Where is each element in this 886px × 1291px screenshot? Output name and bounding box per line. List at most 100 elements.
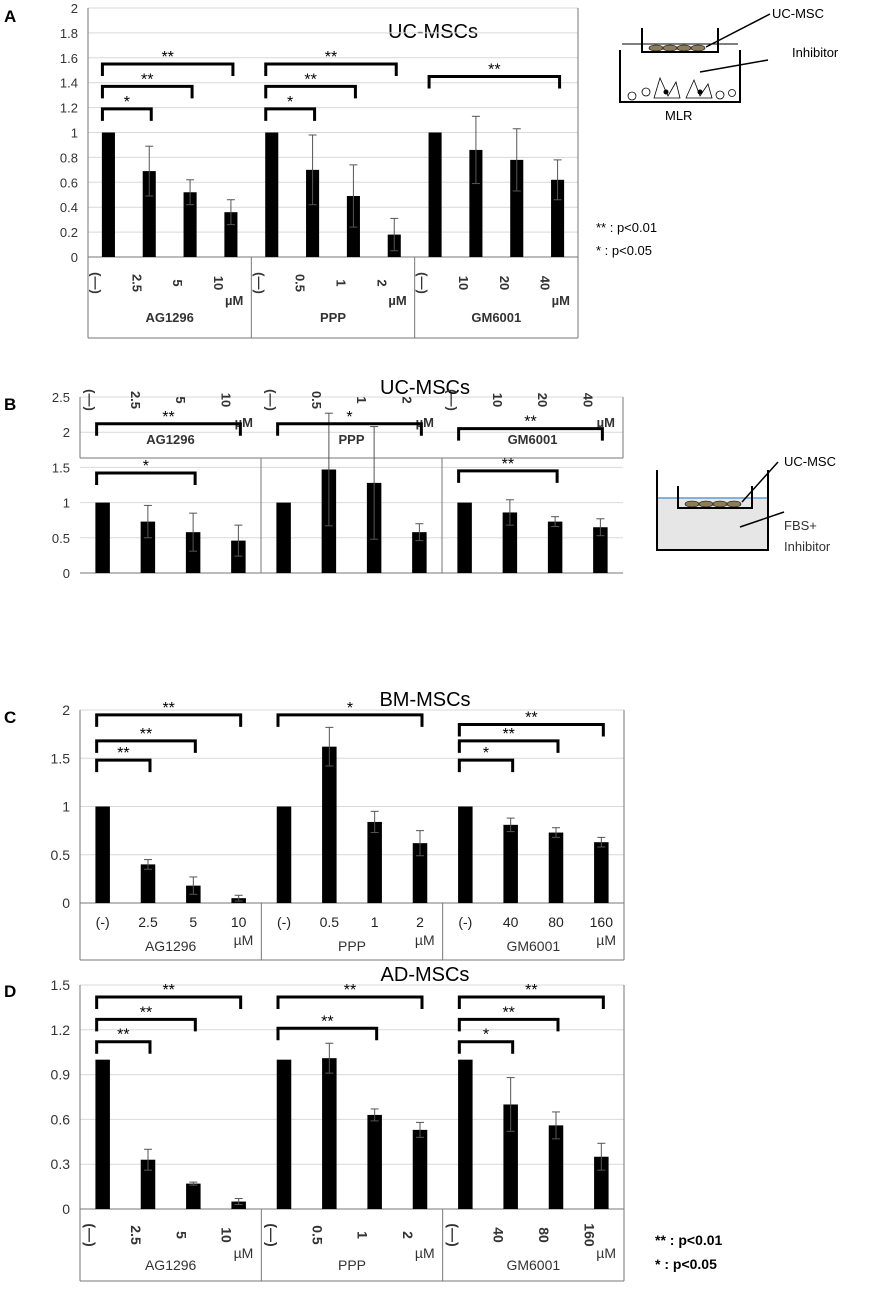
y-tick-label: 1: [71, 126, 78, 141]
y-tick-label: 2.5: [52, 390, 70, 405]
y-tick-label: 0.6: [60, 175, 78, 190]
x-tick-label: 10: [218, 393, 233, 407]
significance-marker: **: [502, 726, 514, 743]
bar: [276, 502, 291, 573]
diagram-label-inhibitor: Inhibitor: [792, 45, 839, 60]
x-tick-label: 1: [354, 396, 369, 403]
significance-bracket: [95, 471, 197, 486]
bar: [469, 149, 483, 257]
bar: [95, 806, 110, 903]
y-tick-label: 0.8: [60, 150, 78, 165]
significance-marker: **: [304, 71, 316, 88]
bar: [231, 1201, 246, 1209]
x-tick-label: (-): [96, 914, 110, 930]
significance-marker: **: [525, 982, 537, 999]
y-tick-label: 1.2: [60, 101, 78, 116]
bar: [367, 821, 382, 903]
bar: [322, 746, 337, 903]
x-tick-label: 2.5: [129, 274, 144, 292]
bar: [95, 1059, 110, 1209]
significance-marker: *: [483, 745, 489, 762]
x-tick-label: 40: [580, 393, 595, 407]
x-tick-label: 2: [399, 396, 414, 403]
outer-well: [619, 50, 741, 103]
msc-cell-icon: [712, 500, 728, 508]
significance-bracket: [276, 713, 424, 727]
msc-cell-icon: [690, 44, 706, 52]
bar: [412, 532, 427, 573]
significance-bracket: [264, 62, 398, 77]
chart-panel-d: D AD-MSCs 0 0.3 0.6 0.9 1.2 1.5 (—) 2.5 5 10 (—) 0.5 1…: [4, 964, 625, 1282]
y-tick-label: 1: [63, 496, 70, 511]
significance-marker: **: [161, 49, 173, 66]
bar: [551, 179, 565, 257]
chart-panel-a: A UC-MSCs 0 0.2 0.4 0.6 0.8 1 1.2 1.4 1.6 1.8 2 (—) 2.…: [4, 1, 579, 339]
significance-bracket: [95, 995, 243, 1009]
x-tick-label: 10: [211, 276, 226, 290]
significance-marker: **: [162, 982, 174, 999]
significance-bracket: [276, 422, 423, 436]
unit-label: µM: [234, 932, 254, 948]
legend-a-double: ** : p<0.01: [596, 220, 657, 235]
y-tick-label: 2: [63, 425, 70, 440]
bar: [458, 806, 473, 903]
significance-bracket: [95, 422, 242, 436]
significance-bracket: [457, 995, 605, 1009]
x-tick-label: 40: [503, 914, 519, 930]
panel-letter: A: [4, 7, 16, 26]
lymphocyte-icon: [728, 89, 736, 97]
chart-title: AD-MSCs: [381, 964, 470, 986]
y-tick-label: 1.5: [52, 460, 70, 475]
msc-cell-icon: [698, 500, 714, 508]
pointer-line: [739, 511, 785, 528]
bar: [458, 1059, 473, 1209]
legend-a-single: * : p<0.05: [596, 243, 652, 258]
x-tick-label: 1: [355, 1231, 371, 1239]
significance-marker: **: [141, 71, 153, 88]
significance-marker: **: [321, 1013, 333, 1030]
x-tick-label: 5: [173, 1231, 189, 1239]
y-tick-label: 1.4: [60, 76, 78, 91]
x-tick-label: (—): [445, 1223, 461, 1246]
significance-marker: *: [347, 700, 353, 717]
x-tick-label: 2.5: [138, 914, 158, 930]
y-tick-label: 0: [71, 250, 78, 265]
significance-marker: **: [488, 61, 500, 78]
group-label: GM6001: [506, 938, 560, 954]
unit-label: µM: [415, 932, 435, 948]
x-tick-label: (-): [458, 914, 472, 930]
diagram-label-msc: UC-MSC: [772, 6, 824, 21]
significance-marker: **: [117, 1027, 129, 1044]
charts: A UC-MSCs 0 0.2 0.4 0.6 0.8 1 1.2 1.4 1.6 1.8 2 (—) 2.…: [4, 1, 625, 1282]
significance-bracket: [100, 107, 153, 121]
significance-bracket: [457, 722, 605, 737]
x-tick-label: 5: [189, 914, 197, 930]
group-label: GM6001: [471, 310, 521, 325]
bar: [548, 1125, 564, 1209]
insert-well: [677, 486, 753, 509]
y-tick-label: 0.5: [51, 847, 71, 863]
x-tick-label: 160: [590, 914, 614, 930]
msc-cell-icon: [726, 500, 742, 508]
significance-bracket: [276, 995, 424, 1009]
bar: [265, 132, 279, 257]
x-tick-label: 0.5: [309, 391, 324, 409]
diagram-label-fbs: FBS+: [784, 518, 817, 533]
x-tick-label: 10: [456, 276, 471, 290]
bar: [457, 502, 472, 573]
bar: [306, 169, 320, 257]
y-tick-label: 1.5: [51, 977, 71, 993]
group-label: GM6001: [506, 1257, 560, 1273]
significance-bracket: [95, 739, 197, 753]
chart-panel-b: B UC-MSCs 0 0.5 1 1.5 2 2.5 (—) 2.5 5 10 (—) 0.5 1 2 (—)…: [4, 377, 624, 581]
dendritic-cell-icon: [653, 76, 681, 99]
y-tick-label: 0: [62, 1201, 70, 1217]
group-label: PPP: [338, 938, 366, 954]
diagram-label-mlr: MLR: [665, 108, 692, 123]
bar: [231, 540, 246, 573]
significance-marker: **: [502, 456, 514, 473]
pointer-line: [705, 13, 771, 48]
pointer-line: [741, 461, 779, 503]
significance-marker: **: [502, 1004, 514, 1021]
group-label: PPP: [320, 310, 346, 325]
